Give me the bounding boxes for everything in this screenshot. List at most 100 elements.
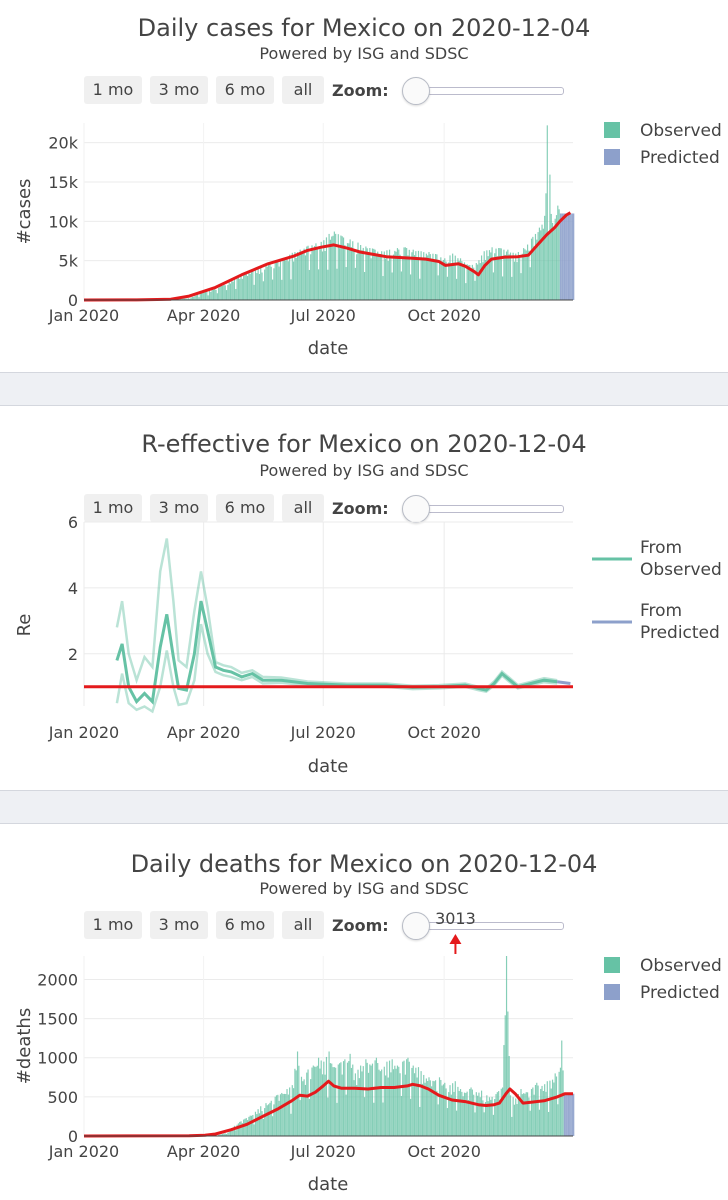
observed-bar xyxy=(307,245,309,300)
observed-bar xyxy=(559,1067,562,1136)
re-range-1mo-button[interactable]: 1 mo xyxy=(84,494,142,522)
observed-bar xyxy=(244,272,246,300)
observed-bar xyxy=(283,257,285,300)
re-range-3mo-button[interactable]: 3 mo xyxy=(150,494,208,522)
y-tick-label: 1500 xyxy=(37,1010,78,1029)
observed-bar xyxy=(363,1097,366,1136)
observed-bar xyxy=(224,285,226,300)
cases-zoom-slider-handle[interactable] xyxy=(402,77,430,105)
observed-bar xyxy=(479,1097,481,1136)
observed-bar xyxy=(352,241,354,300)
observed-bar xyxy=(406,248,408,300)
observed-bar xyxy=(261,1111,263,1136)
observed-bar xyxy=(463,1092,466,1136)
observed-bar xyxy=(222,1134,224,1136)
observed-bar xyxy=(456,278,458,300)
observed-bar xyxy=(423,1074,425,1136)
observed-bar xyxy=(303,248,305,300)
observed-bar xyxy=(478,260,480,300)
observed-bar xyxy=(225,290,228,300)
y-axis-title: #cases xyxy=(14,179,35,245)
predicted-bar xyxy=(567,1093,570,1136)
observed-bar xyxy=(258,273,261,300)
observed-bar xyxy=(199,293,201,300)
observed-bar xyxy=(268,263,270,300)
observed-bar xyxy=(369,1064,371,1136)
re-zoom-slider-handle[interactable] xyxy=(402,495,430,523)
predicted-bar xyxy=(566,1093,568,1136)
observed-bar xyxy=(243,1119,245,1136)
observed-bar xyxy=(520,273,522,300)
observed-bar xyxy=(538,227,541,300)
observed-bar xyxy=(243,273,245,300)
observed-bar xyxy=(256,1114,258,1136)
deaths-range-1mo-button[interactable]: 1 mo xyxy=(84,911,142,939)
observed-bar xyxy=(458,1090,460,1136)
observed-bar xyxy=(398,1066,400,1136)
observed-bar xyxy=(482,1100,484,1136)
observed-bar xyxy=(239,279,241,300)
deaths-range-6mo-button[interactable]: 6 mo xyxy=(216,911,274,939)
observed-bar xyxy=(275,261,278,300)
re-range-6mo-button[interactable]: 6 mo xyxy=(216,494,274,522)
observed-bar xyxy=(427,1081,429,1136)
observed-bar xyxy=(550,213,552,300)
observed-bar xyxy=(530,1089,533,1136)
observed-bar xyxy=(333,1067,335,1136)
observed-bar xyxy=(314,1066,316,1136)
observed-bar xyxy=(487,1101,489,1136)
deaths-range-3mo-button[interactable]: 3 mo xyxy=(150,911,208,939)
observed-bar xyxy=(367,1072,370,1136)
observed-bar xyxy=(235,288,237,300)
observed-bar xyxy=(353,1080,355,1136)
cases-range-3mo-button[interactable]: 3 mo xyxy=(150,76,208,104)
observed-bar xyxy=(365,246,367,300)
observed-bar xyxy=(423,252,425,300)
observed-bar xyxy=(404,247,406,300)
observed-bar xyxy=(306,246,308,300)
observed-bar xyxy=(249,1115,251,1136)
observed-bar xyxy=(438,262,441,300)
observed-bar xyxy=(227,285,229,300)
observed-bar xyxy=(286,1089,288,1136)
observed-bar xyxy=(532,236,534,300)
deaths-zoom-slider-handle[interactable] xyxy=(402,912,430,940)
observed-bar xyxy=(357,1069,359,1136)
observed-bar xyxy=(286,257,288,300)
observed-bar xyxy=(304,255,307,300)
observed-bar xyxy=(345,1094,347,1136)
cases-range-all-button[interactable]: all xyxy=(282,76,324,104)
observed-bar xyxy=(399,1073,401,1136)
re-range-all-button[interactable]: all xyxy=(282,494,324,522)
observed-bar xyxy=(548,1111,550,1136)
observed-bar xyxy=(425,1078,427,1136)
observed-bar xyxy=(345,267,347,300)
observed-bar xyxy=(412,249,414,300)
observed-bar xyxy=(428,1077,430,1136)
x-axis-title: date xyxy=(308,756,349,777)
observed-bar xyxy=(521,253,523,300)
observed-bar xyxy=(462,265,464,300)
deaths-range-all-button[interactable]: all xyxy=(282,911,324,939)
observed-bar xyxy=(193,296,195,300)
observed-bar xyxy=(517,1093,519,1136)
x-axis-title: date xyxy=(308,1174,349,1195)
y-tick-label: 4 xyxy=(68,579,78,598)
observed-bar xyxy=(445,1088,447,1136)
observed-bar xyxy=(503,249,505,300)
observed-bar xyxy=(525,250,527,300)
observed-bar xyxy=(356,1085,358,1136)
cases-range-6mo-button[interactable]: 6 mo xyxy=(216,76,274,104)
observed-bar xyxy=(277,260,279,300)
cases-range-1mo-button[interactable]: 1 mo xyxy=(84,76,142,104)
observed-bar xyxy=(378,1069,380,1136)
predicted-bar xyxy=(565,213,567,300)
predicted-bar xyxy=(561,213,563,300)
observed-bar xyxy=(394,250,396,300)
observed-bar xyxy=(433,261,435,300)
observed-bar xyxy=(396,248,399,300)
observed-bar xyxy=(529,1110,531,1136)
observed-bar xyxy=(416,1077,418,1136)
observed-bar xyxy=(317,269,320,300)
observed-bar xyxy=(224,1133,226,1136)
